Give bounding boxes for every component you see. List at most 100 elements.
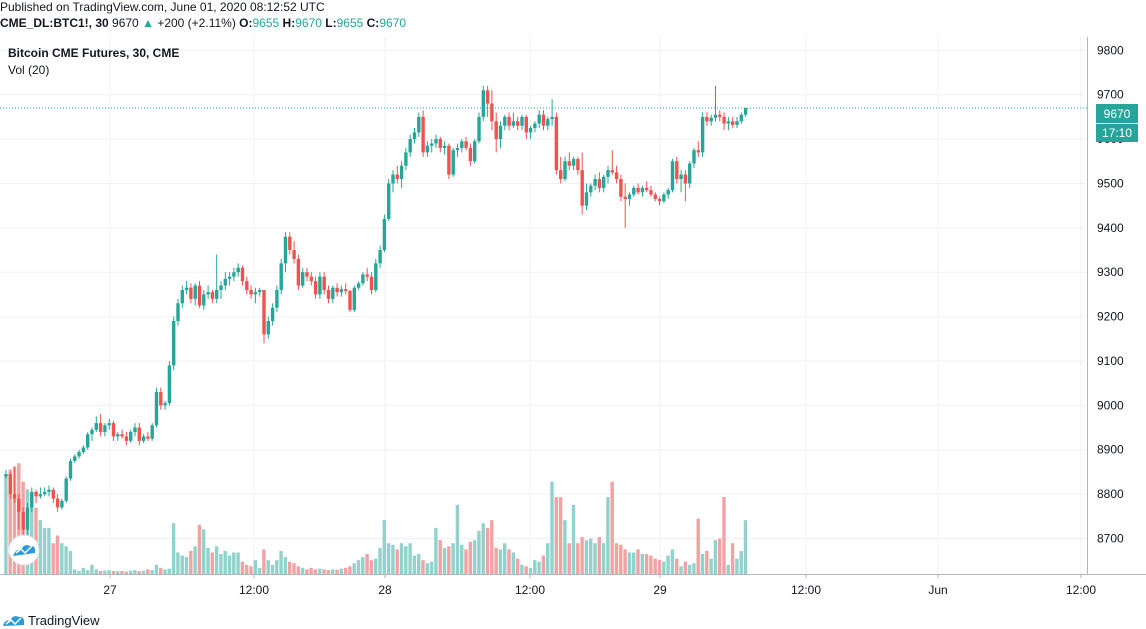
candle (94, 416, 98, 432)
candle (344, 283, 348, 295)
change-value: +200 (+2.11%) (157, 16, 236, 30)
volume-bar (730, 543, 735, 574)
volume-bar (98, 570, 103, 574)
brand-name[interactable]: TradingView (28, 613, 100, 628)
candle (124, 431, 129, 446)
volume-bar (619, 544, 623, 574)
volume-bar (533, 560, 537, 574)
candle (511, 112, 516, 128)
volume-bar (42, 527, 47, 574)
volume-bar (675, 558, 679, 574)
candle (184, 281, 189, 295)
candle (154, 387, 159, 428)
price-tick-label: 9700 (1097, 88, 1124, 102)
time-tick-label: 12:00 (239, 583, 269, 597)
candle (546, 116, 550, 131)
volume-bar (227, 555, 232, 574)
published-line: Published on TradingView.com, June 01, 2… (0, 0, 325, 14)
candle (391, 170, 395, 193)
volume-bar (464, 549, 468, 574)
volume-bar (339, 568, 343, 574)
volume-bar (85, 570, 90, 574)
candle (180, 285, 184, 308)
volume-bar (253, 560, 257, 574)
volume-bar (154, 564, 159, 574)
candle (12, 467, 17, 503)
volume-bar (361, 557, 365, 574)
candle (537, 110, 541, 128)
volume-bar (571, 504, 576, 574)
candle (507, 112, 511, 131)
candle (339, 285, 344, 297)
candle (404, 147, 408, 171)
price-tick-label: 9800 (1097, 43, 1124, 57)
candle (378, 245, 382, 268)
candle (571, 156, 576, 171)
candle (593, 174, 597, 191)
candle (705, 112, 709, 126)
volume-bar (567, 543, 571, 574)
candle (430, 139, 434, 153)
candlesticks (4, 85, 748, 539)
candle (382, 214, 387, 253)
volume-bar (309, 567, 313, 574)
candle (692, 147, 696, 168)
time-tick-label: 12:00 (515, 583, 545, 597)
candle (232, 267, 236, 282)
volume-bar (30, 497, 34, 574)
volume-bar (305, 569, 309, 574)
candle (301, 267, 305, 288)
symbol-label[interactable]: CME_DL:BTC1!, 30 (0, 16, 109, 30)
volume-bar (262, 549, 266, 574)
volume-bar (606, 497, 610, 574)
candle (374, 258, 378, 293)
volume-bar (537, 561, 541, 574)
candle (352, 285, 356, 313)
candle (739, 112, 743, 124)
volume-bar (68, 550, 73, 574)
volume-bar (507, 549, 511, 574)
candle (25, 502, 30, 537)
volume-bar (219, 554, 223, 574)
price-tick-label: 9400 (1097, 221, 1124, 235)
price-tick-label: 9200 (1097, 310, 1124, 324)
candle (150, 423, 154, 441)
price-chart[interactable]: 8700880089009000910092009300940095009600… (0, 0, 1146, 605)
candle (387, 179, 391, 222)
volume-legend: Vol (20) (8, 63, 50, 77)
candle (494, 112, 498, 153)
volume-bar (735, 558, 739, 574)
volume-bar (412, 555, 417, 574)
volume-bar (47, 527, 51, 574)
volume-bar (442, 547, 447, 574)
volume-bar (524, 566, 528, 574)
price-tick-label: 9500 (1097, 176, 1124, 190)
low-label: L: (325, 16, 337, 30)
volume-bar (141, 570, 146, 574)
candle (559, 156, 563, 184)
volume-bar (326, 570, 331, 574)
candle (477, 112, 481, 144)
volume-bar (593, 543, 597, 574)
candle (653, 192, 657, 202)
volume-bar (159, 567, 163, 574)
volume-bar (171, 523, 176, 574)
candle (4, 469, 8, 479)
volume-bar (300, 567, 305, 574)
candle (283, 232, 288, 273)
time-tick-label: 12:00 (791, 583, 821, 597)
volume-bar (322, 569, 326, 574)
volume-bar (202, 529, 206, 574)
volume-bar (270, 564, 275, 574)
candle (331, 285, 335, 304)
candle (296, 254, 301, 290)
candle (369, 272, 374, 295)
volume-bar (490, 520, 494, 574)
candle (520, 114, 524, 131)
volume-bar (150, 570, 154, 574)
candle (236, 263, 240, 277)
volume-bar (81, 567, 85, 574)
volume-bar (421, 560, 425, 574)
candle (464, 136, 468, 151)
volume-bar (558, 497, 563, 574)
